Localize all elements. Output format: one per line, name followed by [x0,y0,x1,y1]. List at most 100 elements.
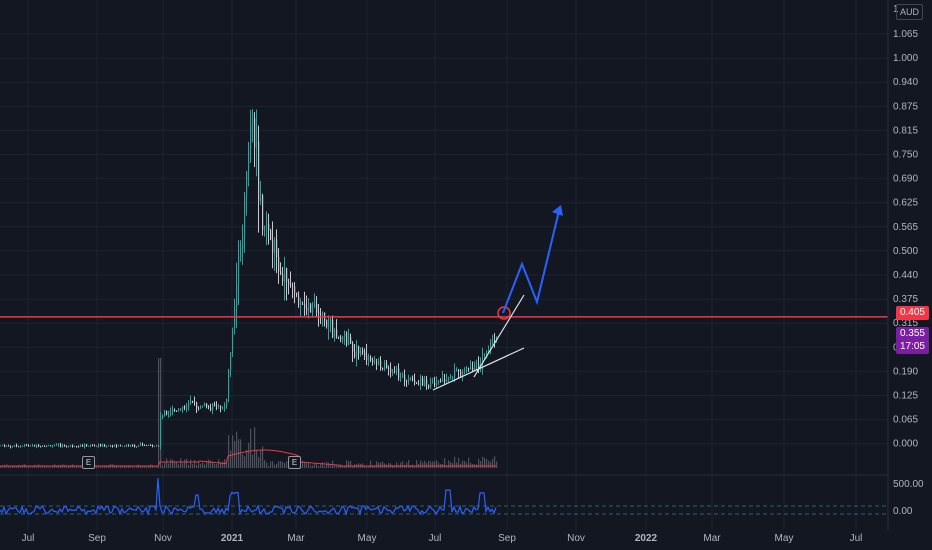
candle-body [42,446,44,447]
volume-bar [202,462,204,468]
candle-body [254,118,256,148]
candle-body [304,304,306,308]
volume-bar [0,465,2,468]
candle-body [426,379,428,385]
volume-bar [420,460,422,468]
candle-body [210,407,212,410]
volume-bar [492,458,494,468]
volume-bar [194,460,196,468]
candle-body [52,445,54,447]
candle-body [74,446,76,447]
volume-bar [218,459,220,468]
earnings-event-icon[interactable]: E [288,456,301,469]
volume-bar [324,465,326,468]
candle-body [120,445,122,446]
projection-path-arrow[interactable] [502,210,560,314]
candle-body [400,377,402,379]
candle-body [340,337,342,340]
candle-body [214,404,216,406]
candle-body [470,368,472,370]
volume-bar [494,456,496,468]
candle-body [332,319,334,338]
candle-body [46,445,48,447]
candle-body [132,444,134,446]
candle-body [56,444,58,446]
volume-bar [120,465,122,468]
volume-bar [152,465,154,468]
time-tick-label: Mar [287,533,305,544]
volume-bar [44,465,46,468]
candle-body [130,444,132,447]
candle-body [102,444,104,447]
volume-bar [176,461,178,468]
candle-body [336,329,338,337]
earnings-event-icon[interactable]: E [82,456,95,469]
candle-body [368,357,370,360]
candle-body [48,445,50,447]
volume-bar [210,460,212,468]
candle-body [338,336,340,338]
candle-body [282,273,284,282]
volume-bar [484,457,486,468]
candle-body [298,295,300,306]
candle-body [172,409,174,412]
volume-bar [32,466,34,468]
volume-bar [348,461,350,468]
candle-body [164,411,166,416]
time-tick-label: Nov [154,533,172,544]
volume-bar [252,454,254,468]
candle-body [432,382,434,384]
time-tick-label: Nov [567,533,585,544]
candle-body [188,403,190,408]
candle-body [394,370,396,372]
time-axis[interactable]: Jul Sep Nov 2021 Mar May Jul Sep Nov 2022 Mar May Ju… [22,533,863,544]
candle-body [194,401,196,403]
volume-bar [396,462,398,468]
candle-body [322,312,324,315]
candle-body [348,337,350,345]
volume-bar [58,465,60,468]
price-tick-label: 0.065 [893,415,918,426]
volume-bar [236,431,238,468]
candle-body [12,446,14,447]
candle-body [454,370,456,378]
volume-bar [392,465,394,468]
volume-bar [132,466,134,468]
volume-bar [426,462,428,468]
candle-body [492,340,494,344]
candle-body [126,445,128,447]
volume-bar [174,462,176,468]
volume-bar [108,465,110,468]
candle-body [44,446,46,447]
volume-bar [398,465,400,468]
candle-body [412,378,414,380]
currency-badge[interactable]: AUD [896,4,924,20]
candle-body [468,368,470,370]
trend-line-upper[interactable] [473,294,525,378]
candle-body [82,445,84,447]
indicator-axis[interactable]: 500.00 0.00 [893,479,924,517]
volume-bar [12,465,14,468]
volume-bar [246,449,248,468]
volume-bar [240,439,242,468]
candle-body [94,445,96,447]
grid-lines [0,0,888,530]
volume-bar [168,463,170,468]
price-tick-label: 1.065 [893,29,918,40]
candle-body [212,404,214,410]
candle-body [178,408,180,412]
price-axis[interactable]: 1.065 1.000 0.940 0.875 0.815 0.750 0.690 0.625… [893,29,918,450]
candle-body [2,445,4,446]
candle-body [408,378,410,382]
candle-body [168,413,170,415]
volume-bar [424,460,426,468]
volume-bar [422,462,424,468]
candle-body [146,445,148,447]
breakout-circle-marker[interactable] [497,306,511,320]
volume-bar [140,466,142,468]
volume-bar [172,459,174,468]
volume-bar [352,465,354,468]
candle-body [384,363,386,369]
volume-bar [192,464,194,468]
